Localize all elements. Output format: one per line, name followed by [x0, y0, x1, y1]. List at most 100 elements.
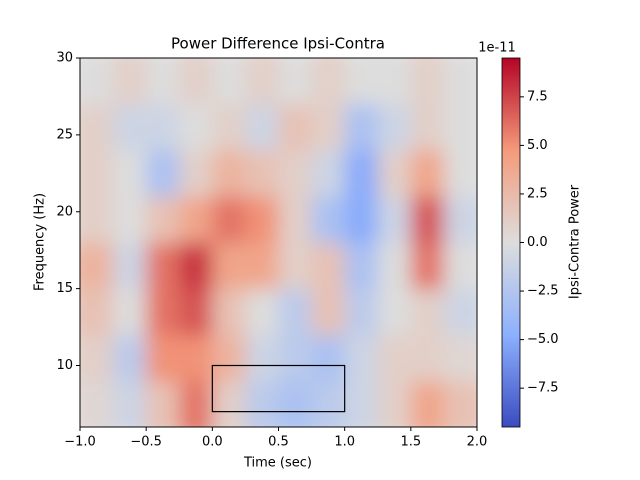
heat-cell: [179, 104, 213, 151]
heat-cell: [443, 196, 477, 243]
heat-cell: [311, 380, 346, 427]
heat-cell: [443, 58, 477, 105]
heat-cell: [443, 104, 477, 151]
heat-cell: [377, 242, 412, 290]
heat-cell: [80, 334, 114, 382]
x-tick-label: 1.0: [334, 435, 355, 450]
heat-cell: [344, 58, 379, 105]
heat-cell: [245, 104, 279, 151]
heat-cell: [410, 288, 445, 336]
heat-cell: [410, 58, 445, 105]
heat-cell: [146, 150, 180, 197]
heat-cell: [212, 150, 246, 197]
heat-cell: [80, 196, 114, 243]
heat-cell: [113, 104, 147, 151]
heat-cell: [113, 196, 147, 243]
colorbar-tick-label: −7.5: [527, 381, 559, 396]
heat-cell: [245, 150, 279, 197]
heat-cell: [344, 380, 379, 427]
heat-cell: [80, 288, 114, 336]
heat-cell: [377, 58, 412, 105]
heat-cell: [212, 380, 246, 427]
x-tick-label: −0.5: [130, 435, 162, 450]
x-tick-label: −1.0: [64, 435, 96, 450]
heat-cell: [377, 104, 412, 151]
heat-cell: [278, 104, 313, 151]
colorbar-tick-label: 0.0: [527, 235, 548, 250]
heat-cell: [113, 242, 147, 290]
heat-cell: [113, 150, 147, 197]
heat-cell: [212, 288, 246, 336]
heat-cell: [311, 334, 346, 382]
heat-cell: [146, 58, 180, 105]
x-tick-label: 2.0: [467, 435, 488, 450]
heat-cell: [344, 104, 379, 151]
heat-cell: [344, 242, 379, 290]
heat-cell: [212, 104, 246, 151]
heat-cell: [80, 380, 114, 427]
colorbar-label: Ipsi-Contra Power: [568, 184, 583, 299]
heat-cell: [410, 334, 445, 382]
heat-cell: [179, 334, 213, 382]
heat-cell: [377, 334, 412, 382]
y-tick-label: 20: [56, 204, 73, 219]
heat-cell: [179, 288, 213, 336]
heat-cell: [146, 380, 180, 427]
heat-cell: [212, 334, 246, 382]
colorbar-tick-label: −2.5: [527, 284, 559, 299]
heat-cell: [311, 58, 346, 105]
heat-cell: [377, 380, 412, 427]
heat-cell: [443, 380, 477, 427]
heat-cell: [212, 58, 246, 105]
heat-cell: [245, 380, 279, 427]
heat-cell: [377, 288, 412, 336]
y-tick-label: 10: [56, 358, 73, 373]
heat-cell: [212, 196, 246, 243]
heat-cell: [113, 58, 147, 105]
x-axis-label: Time (sec): [243, 456, 312, 471]
heat-cell: [344, 334, 379, 382]
y-tick-label: 15: [56, 281, 73, 296]
heat-cell: [344, 196, 379, 243]
heat-cell: [410, 380, 445, 427]
heat-cell: [311, 242, 346, 290]
heat-cell: [410, 150, 445, 197]
heat-cell: [278, 380, 313, 427]
heat-cell: [146, 104, 180, 151]
heat-cell: [278, 288, 313, 336]
colorbar: [501, 57, 521, 428]
heat-cell: [344, 288, 379, 336]
heat-cell: [80, 242, 114, 290]
heat-cell: [245, 334, 279, 382]
heat-cell: [146, 334, 180, 382]
heat-cell: [245, 288, 279, 336]
heat-cell: [245, 58, 279, 105]
heat-cell: [443, 150, 477, 197]
annotation-box: [211, 364, 346, 413]
heat-cell: [344, 150, 379, 197]
x-tick-label: 0.0: [202, 435, 223, 450]
heat-cell: [113, 334, 147, 382]
heat-cell: [410, 196, 445, 243]
colorbar-tick-label: 5.0: [527, 138, 548, 153]
chart-title: Power Difference Ipsi-Contra: [171, 35, 385, 53]
heat-cell: [443, 288, 477, 336]
heat-cell: [80, 58, 114, 105]
heat-cell: [278, 58, 313, 105]
heat-cell: [179, 196, 213, 243]
heat-cell: [410, 242, 445, 290]
heat-cell: [377, 150, 412, 197]
heat-cell: [278, 150, 313, 197]
heat-cell: [245, 242, 279, 290]
heatmap: [80, 58, 477, 427]
heat-cell: [443, 242, 477, 290]
colorbar-tick-label: 7.5: [527, 89, 548, 104]
colorbar-tick-label: 2.5: [527, 186, 548, 201]
x-tick-label: 0.5: [268, 435, 289, 450]
heat-cell: [179, 150, 213, 197]
colorbar-tick-label: −5.0: [527, 332, 559, 347]
colorbar-offset: 1e-11: [478, 41, 516, 56]
heat-cell: [443, 334, 477, 382]
y-tick-label: 25: [56, 127, 73, 142]
